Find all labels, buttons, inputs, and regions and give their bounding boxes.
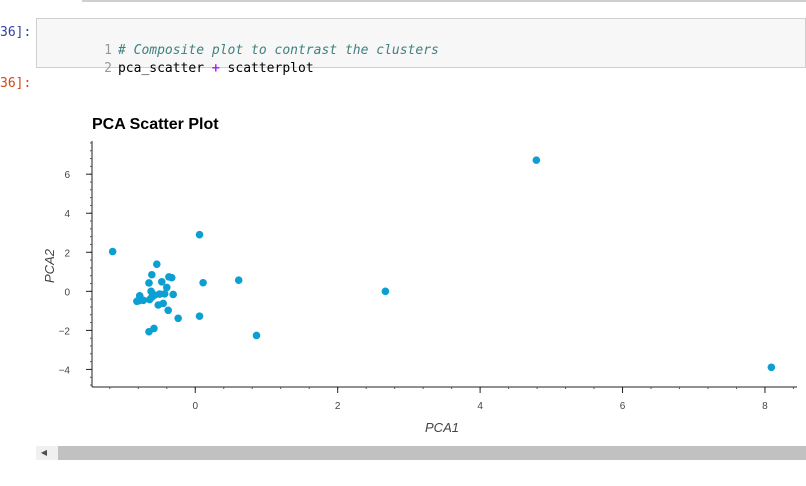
cell-divider [82,0,806,2]
y-tick-label: 0 [64,287,70,298]
x-tick-label: 4 [477,401,483,412]
scatter-point [154,301,163,309]
scatter-point [133,297,141,306]
scatter-point [145,279,153,287]
scatter-point [381,287,390,296]
y-axis-title: PCA2 [42,248,57,283]
scatter-point [153,260,161,268]
y-tick-label: −4 [59,365,71,376]
code-cell[interactable]: 1 # Composite plot to contrast the cluste… [36,18,806,76]
scatter-point [145,295,154,304]
line-number: 1 [104,43,112,58]
x-tick-label: 2 [335,401,341,412]
plot-frame [91,141,797,388]
horizontal-scrollbar[interactable]: ◀ [36,446,806,460]
scatter-point [174,314,182,323]
scatter-point [252,331,261,340]
scatter-point [169,290,177,299]
output-prompt: 36]: [0,76,32,91]
scatter-point [195,230,204,239]
code-identifier-left: pca_scatter [117,61,205,76]
code-line-2[interactable]: 2 pca_scatter + scatterplot [37,42,314,76]
y-tick-label: 2 [64,248,70,259]
code-identifier-right: scatterplot [227,61,314,76]
scatter-point [234,276,243,285]
chart-title: PCA Scatter Plot [92,116,219,133]
scatter-point [157,277,166,286]
y-tick-label: 4 [64,209,70,220]
scatter-point [199,278,207,287]
code-operator: + [211,61,220,76]
scatter-point [767,363,776,372]
line-number: 2 [104,61,112,76]
x-axis: 0 2 4 6 8 [109,387,794,412]
x-tick-label: 8 [762,401,768,412]
y-axis: −4 −2 0 2 4 6 [59,142,92,386]
x-axis-title: PCA1 [425,420,459,435]
x-tick-label: 0 [192,401,198,412]
code-line-1[interactable]: 1 # Composite plot to contrast the cluste… [37,24,439,58]
input-prompt: 36]: [0,25,32,40]
scatter-point [145,327,153,336]
scrollbar-thumb[interactable] [58,446,806,460]
scatter-point [195,312,204,320]
scatter-plot[interactable]: −4 −2 0 2 4 6 0 2 4 6 8 PCA2 PCA1 [0,0,806,446]
scatter-point [108,247,117,256]
scatter-point [164,306,172,315]
scroll-left-arrow-icon[interactable]: ◀ [40,448,48,457]
y-tick-label: 6 [64,170,70,181]
y-tick-label: −2 [59,326,71,337]
scatter-point [162,283,171,292]
x-tick-label: 6 [620,401,626,412]
scatter-point [532,156,541,164]
scatter-point [148,270,156,279]
scatter-point [165,273,173,281]
scatter-point [147,287,155,296]
scatter-points [108,156,776,372]
code-comment: # Composite plot to contrast the cluster… [117,43,439,58]
